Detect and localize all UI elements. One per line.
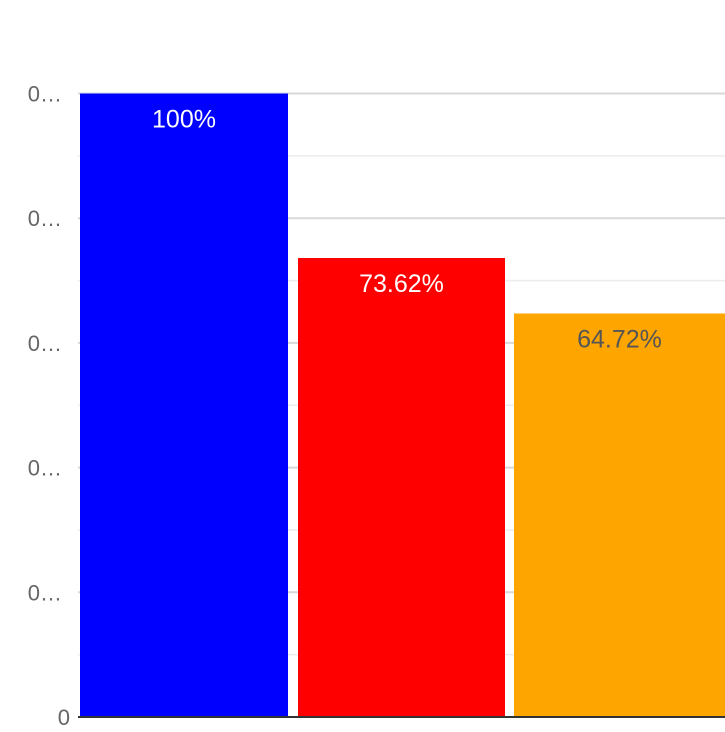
y-tick-label: 0… (28, 580, 62, 605)
y-tick-label: 0… (28, 456, 62, 481)
data-label-3: 64.72% (577, 325, 662, 353)
bar-1[interactable] (80, 93, 288, 718)
bars (80, 93, 725, 718)
data-label-1: 100% (152, 106, 216, 134)
y-axis-ticks: 0 0… 0… 0… 0… 0… (28, 82, 70, 730)
bar-3[interactable] (514, 313, 725, 717)
data-labels: 100% 73.62% 64.72% (152, 106, 662, 354)
bar-2[interactable] (298, 257, 505, 717)
y-tick-label: 0… (28, 82, 62, 107)
y-tick-label: 0… (28, 331, 62, 356)
y-tick-label: 0 (58, 705, 70, 730)
y-tick-label: 0… (28, 206, 62, 231)
data-label-2: 73.62% (359, 270, 444, 298)
